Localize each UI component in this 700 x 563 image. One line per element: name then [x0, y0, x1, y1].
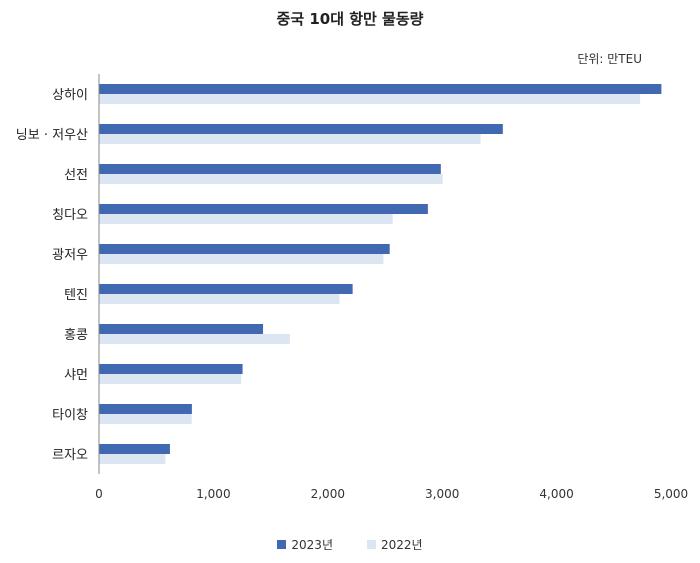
- category-label: 닝보 · 저우산: [16, 128, 88, 143]
- bar-2023-0: [99, 84, 662, 94]
- chart-title: 중국 10대 항만 물동량: [276, 10, 424, 28]
- bar-2023-6: [99, 324, 264, 334]
- bar-2023-5: [99, 284, 353, 294]
- legend-label-2022: 2022년: [381, 538, 423, 552]
- legend: 2023년 2022년: [0, 536, 700, 553]
- bar-2022-2: [99, 174, 443, 184]
- category-label: 광저우: [52, 248, 88, 263]
- bar-2022-0: [99, 94, 641, 104]
- bar-2022-8: [99, 414, 192, 424]
- category-label: 상하이: [52, 88, 88, 103]
- bar-2023-9: [99, 444, 170, 454]
- x-tick-label: 2,000: [311, 487, 345, 501]
- bar-2023-7: [99, 364, 243, 374]
- unit-label: 단위: 만TEU: [577, 52, 642, 66]
- legend-item-2022: 2022년: [367, 536, 423, 553]
- bar-2023-3: [99, 204, 428, 214]
- category-label: 텐진: [64, 288, 88, 303]
- legend-label-2023: 2023년: [291, 538, 333, 552]
- x-tick-label: 0: [95, 487, 103, 501]
- bar-2022-6: [99, 334, 290, 344]
- category-label: 선전: [64, 168, 88, 183]
- category-label: 칭다오: [52, 208, 88, 223]
- bar-2023-1: [99, 124, 503, 134]
- legend-swatch-2023: [277, 540, 287, 549]
- legend-item-2023: 2023년: [277, 536, 333, 553]
- x-tick-label: 1,000: [196, 487, 230, 501]
- x-tick-label: 5,000: [654, 487, 688, 501]
- bar-2022-3: [99, 214, 393, 224]
- category-label: 타이창: [52, 408, 88, 423]
- x-tick-label: 3,000: [425, 487, 459, 501]
- bar-2022-1: [99, 134, 481, 144]
- x-tick-label: 4,000: [539, 487, 573, 501]
- bar-2022-4: [99, 254, 384, 264]
- category-label: 홍콩: [64, 328, 88, 343]
- bar-2023-4: [99, 244, 390, 254]
- legend-swatch-2022: [367, 540, 376, 549]
- bar-2023-2: [99, 164, 441, 174]
- bar-2022-9: [99, 454, 166, 464]
- category-label: 샤먼: [64, 368, 88, 383]
- bar-2023-8: [99, 404, 192, 414]
- bar-2022-7: [99, 374, 242, 384]
- category-label: 르자오: [52, 448, 88, 463]
- bar-2022-5: [99, 294, 340, 304]
